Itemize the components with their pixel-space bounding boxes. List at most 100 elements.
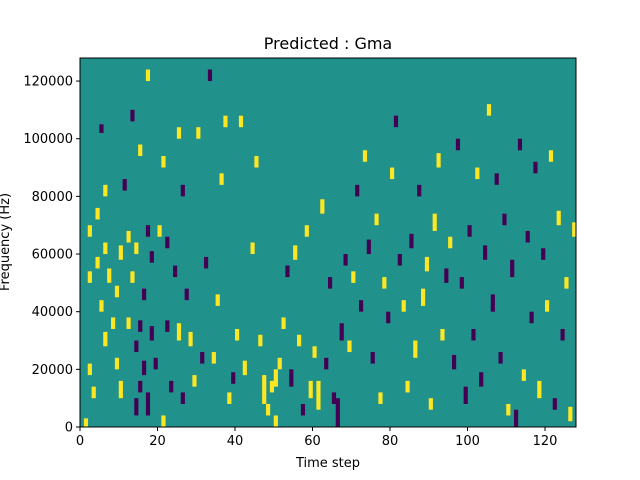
heatmap-cell-high	[312, 346, 317, 358]
y-tick-label: 100000	[23, 132, 73, 147]
heatmap-cell-high	[308, 380, 313, 399]
heatmap-cell-high	[266, 403, 271, 416]
heatmap-cell-low	[149, 326, 154, 341]
heatmap-cell-high	[262, 375, 267, 404]
heatmap-cell-low	[483, 245, 488, 260]
heatmap-cell-high	[211, 352, 216, 364]
heatmap-cell-high	[219, 173, 224, 185]
heatmap-cell-high	[242, 360, 247, 376]
x-axis-label: Time step	[295, 456, 360, 471]
heatmap-cell-low	[498, 352, 503, 364]
heatmap-cell-low	[459, 277, 464, 289]
heatmap-cell-low	[289, 369, 294, 387]
chart-title: Predicted : Gma	[264, 34, 392, 53]
heatmap-cell-high	[235, 328, 240, 341]
heatmap-cell-low	[130, 109, 135, 122]
heatmap-cell-low	[370, 352, 375, 364]
heatmap-cell-low	[180, 184, 185, 197]
heatmap-cell-low	[324, 357, 329, 370]
heatmap-cell-high	[134, 242, 139, 255]
heatmap-cell-high	[188, 331, 193, 347]
x-tick-label: 40	[227, 434, 244, 449]
heatmap-cell-low	[343, 254, 348, 266]
x-tick-label: 120	[533, 434, 558, 449]
heatmap-cell-low	[386, 311, 391, 324]
heatmap-cell-low	[99, 124, 104, 133]
y-tick-label: 60000	[32, 248, 73, 263]
heatmap-cell-low	[444, 268, 449, 283]
heatmap-cell-low	[335, 398, 340, 427]
heatmap-cell-low	[514, 409, 519, 427]
heatmap-cell-low	[134, 398, 139, 416]
heatmap-cell-low	[231, 372, 236, 384]
heatmap-cell-low	[541, 248, 546, 260]
heatmap-cell-high	[196, 127, 201, 139]
heatmap-cell-low	[149, 251, 154, 263]
heatmap-cell-high	[281, 317, 286, 329]
y-tick-label: 80000	[32, 190, 73, 205]
heatmap-cell-high	[304, 225, 309, 237]
heatmap-cell-high	[568, 406, 573, 422]
heatmap-cell-low	[180, 392, 185, 404]
heatmap-cell-high	[157, 225, 162, 237]
heatmap-cell-high	[424, 256, 430, 272]
y-tick-label: 20000	[32, 363, 73, 378]
heatmap-cell-high	[413, 340, 418, 358]
heatmap-cell-low	[463, 386, 468, 404]
heatmap-cell-low	[204, 256, 209, 269]
heatmap-cell-low	[138, 320, 143, 332]
heatmap-cell-high	[103, 184, 108, 197]
heatmap-cell-high	[269, 380, 275, 393]
heatmap-cell-high	[564, 277, 569, 289]
heatmap-cell-low	[328, 277, 333, 289]
heatmap-cell-low	[490, 294, 495, 312]
heatmap-cell-low	[455, 138, 461, 151]
heatmap-cell-high	[223, 115, 228, 128]
heatmap-cell-high	[250, 242, 255, 255]
heatmap-cell-high	[448, 236, 453, 249]
y-tick-label: 40000	[32, 305, 73, 320]
heatmap-cell-high	[316, 380, 321, 410]
x-axis-ticks: 0 20 40 60 80 100 120	[76, 427, 558, 449]
heatmap-cell-low	[285, 265, 290, 278]
heatmap-cell-high	[192, 375, 197, 387]
heatmap-cell-high	[145, 69, 151, 82]
heatmap-cell-low	[153, 357, 158, 370]
heatmap-cell-high	[118, 380, 123, 399]
heatmap-cell-high	[176, 127, 182, 139]
heatmap-cell-high	[362, 150, 368, 162]
heatmap-cell-low	[142, 288, 147, 301]
heatmap-cell-high	[161, 156, 166, 168]
heatmap-cell-low	[122, 179, 127, 191]
heatmap-cell-high	[103, 242, 108, 255]
heatmap-cell-low	[409, 233, 414, 249]
heatmap-cell-low	[173, 265, 178, 278]
heatmap-cell-high	[215, 294, 220, 306]
heatmap-cell-high	[436, 153, 441, 168]
heatmap-cell-high	[405, 380, 410, 393]
heatmap-cell-low	[517, 138, 523, 151]
heatmap-cells	[83, 69, 577, 427]
heatmap-cell-low	[134, 340, 139, 353]
heatmap-cell-high	[537, 380, 542, 399]
heatmap-cell-high	[390, 167, 395, 180]
heatmap-cell-high	[277, 357, 282, 370]
heatmap-cell-low	[494, 173, 499, 185]
plot-area	[79, 57, 577, 428]
heatmap-cell-low	[339, 323, 344, 341]
y-tick-label: 0	[65, 421, 73, 436]
heatmap-cell-high	[428, 398, 433, 410]
heatmap-cell-low	[300, 403, 306, 416]
heatmap-cell-high	[114, 285, 120, 298]
heatmap-cell-low	[207, 69, 213, 82]
heatmap-cell-high	[111, 317, 116, 329]
x-tick-label: 100	[455, 434, 480, 449]
heatmap-cell-low	[200, 352, 205, 364]
heatmap-cell-high	[126, 230, 131, 243]
heatmap-cell-low	[452, 354, 457, 370]
heatmap-cell-high	[227, 392, 232, 404]
heatmap-cell-low	[467, 225, 472, 237]
heatmap-cell-low	[145, 392, 151, 416]
heatmap-cell-high	[118, 245, 123, 260]
